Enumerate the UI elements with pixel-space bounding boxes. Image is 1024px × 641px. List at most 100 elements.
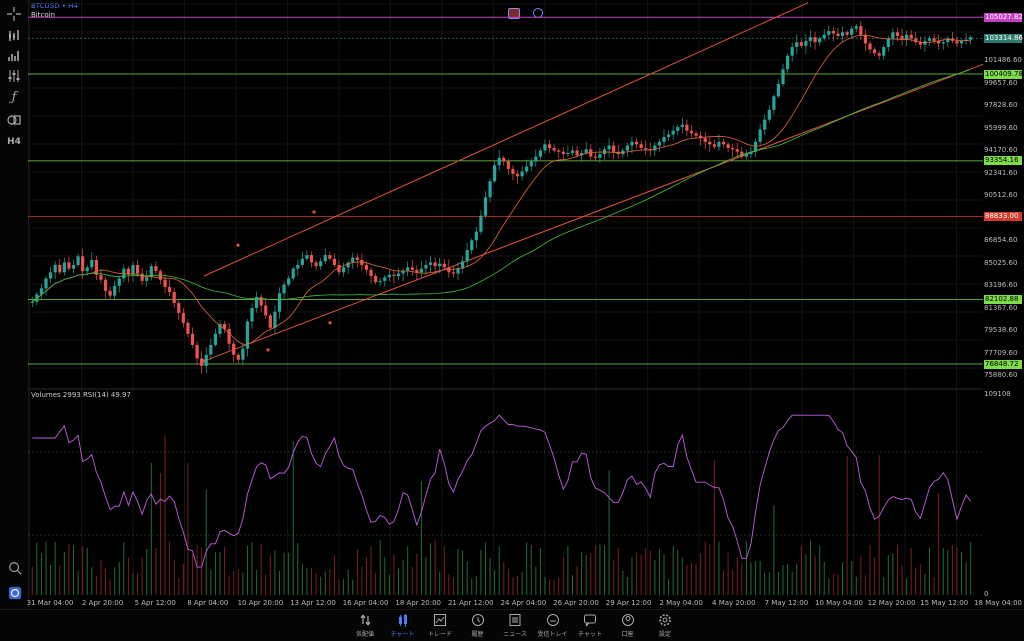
candle-body [364,264,369,270]
candle-body [593,156,597,158]
candle-body [168,287,172,292]
time-label: 24 Apr 04:00 [500,599,547,607]
candle-body [396,273,401,276]
candle-body [955,40,959,44]
time-label: 26 Apr 20:00 [553,599,599,607]
candle-body [502,157,506,162]
candle-body [630,141,634,146]
chart-icon [398,614,407,627]
candle-body [483,197,488,216]
channel-anchor [312,210,316,214]
candle-body [209,344,213,355]
quotes-icon [360,614,371,626]
price-tag: 88833.00 [984,212,1022,222]
candle-body [346,262,350,268]
time-label: 16 Apr 04:00 [342,599,389,607]
candle-body [305,255,309,259]
candle-body [872,49,877,54]
candle-body [245,321,250,349]
candle-body [740,151,744,157]
nav-trade[interactable]: トレード [420,613,460,638]
nav-label: 履歴 [471,631,484,638]
function-icon[interactable]: ƒ [11,90,17,105]
price-label: 99657.60 [984,78,1018,87]
candle-body [612,145,616,152]
nav-inbox[interactable]: 受信トレイ [533,613,573,638]
candle-body [511,168,515,174]
price-label: 79538.60 [984,326,1018,335]
price-tag: 76848.72 [984,359,1022,369]
price-label: 95999.60 [984,123,1018,132]
candle-body [694,133,698,136]
nav-label: 設定 [658,631,671,638]
bar-chart-icon[interactable] [4,46,24,66]
time-label: 10 Apr 20:00 [237,599,284,607]
candle-body [149,266,153,278]
timeframe-icon[interactable]: H4 [7,137,21,147]
candle-body [671,130,675,135]
candle-body [406,267,410,272]
candle-body [721,141,726,145]
price-chart[interactable] [28,0,1024,609]
candle-body [117,278,121,286]
candle-body [268,315,272,328]
candle-body [76,256,80,265]
candle-body [300,258,304,265]
candle-body [895,32,900,36]
nav-settings[interactable]: 設定 [645,613,685,638]
candle-body [277,293,282,312]
candle-body [689,130,694,134]
price-label: 81367.60 [984,303,1018,312]
candle-body [799,42,803,46]
mt-logo-icon[interactable] [8,585,22,600]
candle-body [488,181,492,198]
candle-body [85,267,89,272]
candle-body [959,40,964,44]
drawing-toolbar: ƒ H4 [0,0,29,610]
price-tag: 100409.78 [984,69,1023,79]
candle-body [598,154,602,158]
trade-panel-icon[interactable] [508,8,520,19]
candle-body [470,240,474,251]
candle-body [570,150,575,153]
nav-account[interactable]: 口座 [608,613,648,638]
candle-body [433,262,437,267]
price-label: 75880.60 [984,371,1018,380]
candle-body [282,284,286,294]
nav-chat[interactable]: チャット [570,613,610,638]
trade-icon [434,614,446,626]
zoom-search-icon[interactable] [8,560,22,575]
nav-news[interactable]: ニュース [495,613,535,638]
settings-sliders-icon[interactable] [4,66,24,86]
candle-body [39,288,44,295]
chat-icon [584,614,596,627]
candle-body [877,53,881,56]
candle-body [941,42,945,44]
candle-body [328,255,332,259]
candle-body [451,272,456,274]
candle-body [424,264,428,269]
nav-chart[interactable]: チャート [383,613,423,638]
nav-quotes[interactable]: 気配値 [345,613,385,638]
candle-body [552,148,556,151]
candle-body [108,290,112,296]
nav-history[interactable]: 履歴 [458,613,498,638]
crosshair-icon[interactable] [4,4,24,24]
candle-body [296,264,300,269]
candle-body [680,124,684,128]
candle-body [639,144,643,148]
candle-body [232,343,236,355]
candle-body [442,263,446,268]
candle-body [850,28,854,35]
candle-body [703,138,707,142]
indicator-icon[interactable] [4,26,24,46]
candle-body [493,165,497,182]
oscillator-axis-label: 0 [984,590,989,598]
candle-body [456,268,460,274]
nav-label: 受信トレイ [537,631,568,638]
object-list-icon[interactable] [4,110,24,130]
candle-body [712,144,716,147]
candle-body [99,274,103,280]
history-icon [471,614,484,626]
candle-body [392,274,396,276]
